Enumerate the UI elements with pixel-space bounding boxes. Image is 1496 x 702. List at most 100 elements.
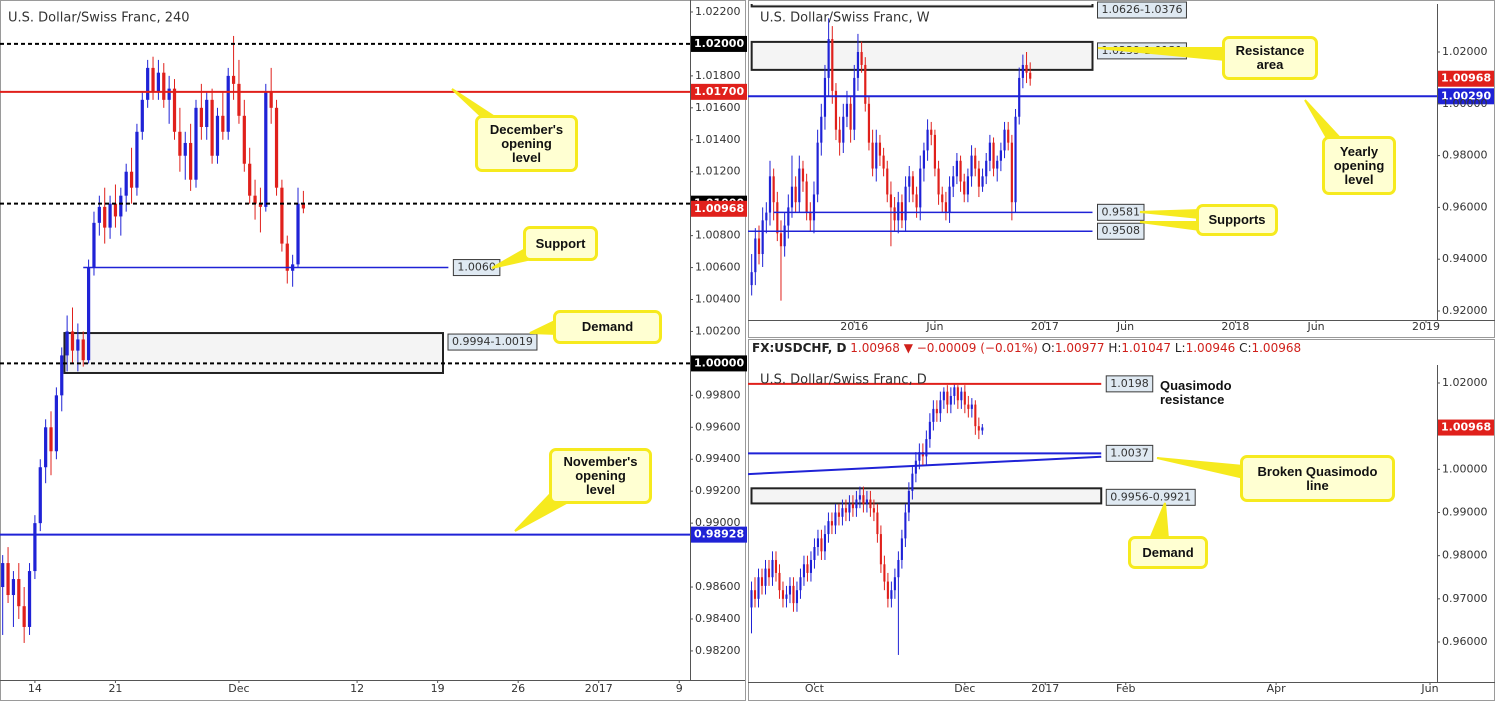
candle-body <box>813 547 816 560</box>
candle-body <box>816 538 819 548</box>
candle-body <box>221 115 225 132</box>
x-tick-label: 2016 <box>840 320 868 333</box>
candle-body <box>156 72 161 92</box>
candle-body <box>849 103 852 130</box>
candle-body <box>955 160 958 177</box>
candle-body <box>231 75 236 84</box>
candle-body <box>960 391 963 401</box>
candle-body <box>76 339 80 351</box>
candle-body <box>871 142 874 169</box>
x-tick-label: 21 <box>108 682 122 695</box>
price-tag <box>1438 70 1494 87</box>
candle-body <box>981 176 984 187</box>
candle-body <box>893 577 896 591</box>
y-tick-label: 1.01400 <box>695 133 741 146</box>
candle-body <box>44 427 48 468</box>
candle-body <box>883 564 886 582</box>
candle-body <box>820 116 823 143</box>
candle-body <box>988 142 991 161</box>
candle-body <box>269 91 273 108</box>
ohlc-value: 1.00977 <box>1054 341 1105 355</box>
candle-body <box>119 195 123 217</box>
candle-body <box>194 107 198 180</box>
candle-body <box>765 212 768 221</box>
y-tick-label: 0.99000 <box>1442 505 1488 518</box>
candle-body <box>1018 77 1021 117</box>
candle-body <box>922 150 926 169</box>
x-tick-label: 19 <box>431 682 445 695</box>
candle-body <box>778 572 781 591</box>
candle-body <box>1025 64 1028 73</box>
candle-body <box>1014 116 1017 203</box>
candle-body <box>933 134 937 169</box>
candle-body <box>86 267 91 361</box>
level-label-box <box>1105 444 1154 462</box>
y-tick-label: 0.99200 <box>695 484 741 497</box>
candle-body <box>812 194 816 221</box>
candle-body <box>767 568 771 578</box>
y-tick-label: 0.96000 <box>1442 635 1488 648</box>
candle-body <box>841 508 844 517</box>
candle-body <box>869 499 872 509</box>
candle-body <box>942 391 945 401</box>
candle-body <box>864 64 867 104</box>
chart-title: U.S. Dollar/Swiss Franc, 240 <box>8 11 190 26</box>
candle-body <box>966 176 969 195</box>
level-label-box <box>452 259 501 277</box>
candle-body <box>948 186 951 213</box>
zone <box>750 4 1094 8</box>
candle-body <box>237 83 241 116</box>
x-tick-label: Feb <box>1116 682 1135 695</box>
candle-body <box>977 426 980 431</box>
y-tick-label: 0.98000 <box>1442 549 1488 562</box>
x-tick-label: Dec <box>954 682 975 695</box>
candle-body <box>750 272 753 286</box>
price-tag-label: 0.98928 <box>694 528 744 541</box>
y-tick-label: 0.98400 <box>695 612 741 625</box>
candle-body <box>941 194 944 203</box>
symbol: FX:USDCHF, D <box>752 341 847 355</box>
candle-body <box>776 202 779 234</box>
candle-body <box>875 142 878 169</box>
candle-body <box>809 212 812 221</box>
overlay: 0.9994-1.00191.020001.017001.010001.0060… <box>447 35 747 543</box>
candle-body <box>996 160 999 169</box>
candle-body <box>914 460 917 474</box>
x-tick-label: 2017 <box>1031 682 1059 695</box>
y-tick-label: 0.99400 <box>695 452 741 465</box>
candle-body <box>842 116 845 143</box>
ohlc-value: 1.01047 <box>1121 341 1172 355</box>
callout: Demand <box>1128 536 1208 569</box>
chart-title: U.S. Dollar/Swiss Franc, W <box>760 11 930 26</box>
candle-body <box>949 395 952 405</box>
candle-body <box>952 176 955 187</box>
candle-body <box>199 107 203 127</box>
candle-body <box>845 103 849 117</box>
zone-label-box <box>1097 1 1187 19</box>
x-tick-label: 12 <box>350 682 364 695</box>
candle-body <box>823 534 826 552</box>
candle-body <box>783 225 786 247</box>
candle-body <box>939 400 942 414</box>
candle-body <box>925 439 928 457</box>
x-tick-label: 2017 <box>585 682 613 695</box>
callout: November's opening level <box>549 448 652 504</box>
candle-body <box>135 131 139 188</box>
candle-body <box>81 339 85 361</box>
candle-body <box>248 163 252 196</box>
candle-body <box>1 563 5 588</box>
zone <box>63 332 444 374</box>
chart-title: U.S. Dollar/Swiss Franc, D <box>760 373 927 388</box>
candle-body <box>970 155 973 177</box>
ohlc-value: 1.00946 <box>1185 341 1236 355</box>
candle-body <box>760 577 764 586</box>
candle-body <box>911 473 914 491</box>
candle-body <box>827 39 830 78</box>
candle-body <box>918 452 921 461</box>
price-tag <box>691 200 747 217</box>
candle-body <box>296 203 300 265</box>
candle-body <box>70 331 75 351</box>
zone-label: 0.9994-1.0019 <box>452 335 533 348</box>
level-label: 1.0037 <box>1110 446 1149 459</box>
